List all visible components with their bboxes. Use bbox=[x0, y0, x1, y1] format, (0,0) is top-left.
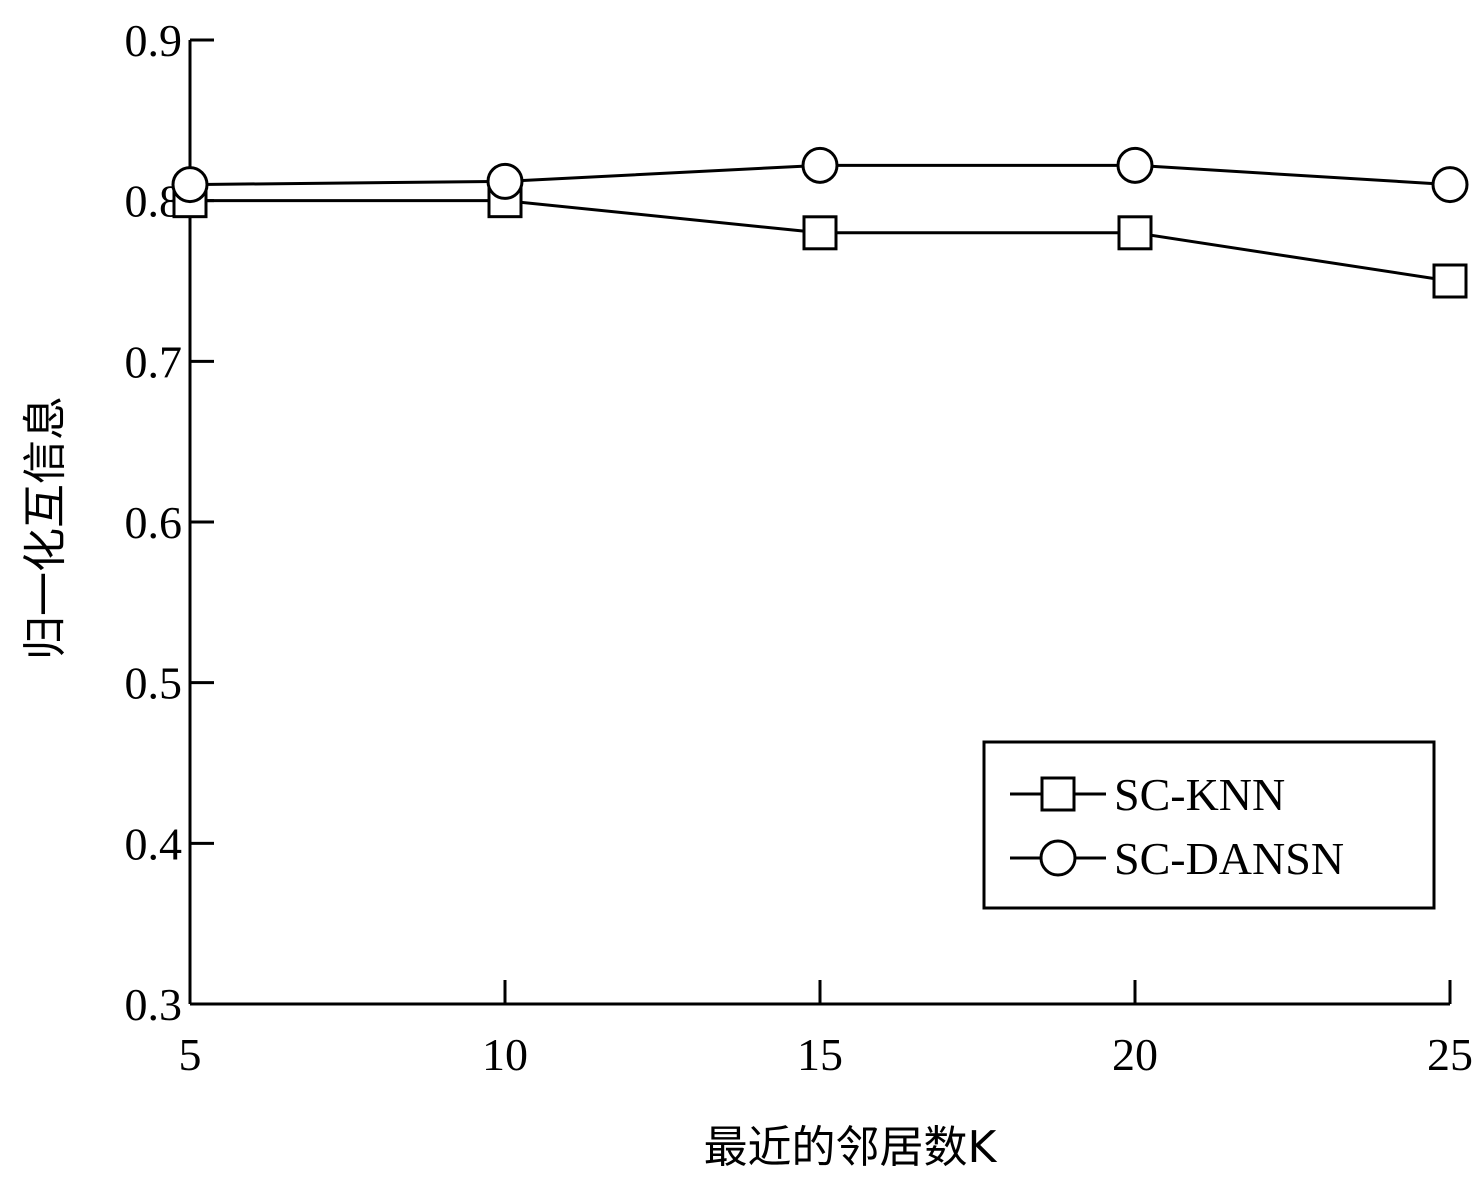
y-axis-ticks: 0.30.40.50.60.70.80.9 bbox=[125, 15, 214, 1030]
data-point bbox=[1117, 215, 1153, 251]
series-sc-knn bbox=[172, 183, 1468, 299]
legend-marker bbox=[1039, 839, 1077, 877]
y-tick-label: 0.3 bbox=[125, 979, 183, 1030]
data-point bbox=[801, 146, 839, 184]
data-point bbox=[1432, 263, 1468, 299]
data-point bbox=[1116, 146, 1154, 184]
y-tick-label: 0.6 bbox=[125, 497, 183, 548]
legend-box bbox=[982, 740, 1436, 910]
legend-label: SC-KNN bbox=[1114, 769, 1285, 820]
data-point bbox=[486, 162, 524, 200]
data-point bbox=[802, 215, 838, 251]
x-tick-label: 10 bbox=[482, 1029, 528, 1080]
y-axis-title: 归一化互信息 bbox=[20, 396, 71, 660]
legend-label: SC-DANSN bbox=[1114, 833, 1344, 884]
series-sc-dansn bbox=[171, 146, 1469, 204]
x-tick-label: 5 bbox=[179, 1029, 202, 1080]
legend-marker bbox=[1040, 776, 1076, 812]
x-axis-title: 最近的邻居数K bbox=[704, 1122, 998, 1173]
x-tick-label: 15 bbox=[797, 1029, 843, 1080]
x-tick-label: 20 bbox=[1112, 1029, 1158, 1080]
y-tick-label: 0.4 bbox=[125, 818, 183, 869]
data-point bbox=[1431, 166, 1469, 204]
x-tick-label: 25 bbox=[1427, 1029, 1473, 1080]
y-tick-label: 0.7 bbox=[125, 336, 183, 387]
y-tick-label: 0.5 bbox=[125, 658, 183, 709]
series-layer bbox=[171, 146, 1469, 299]
data-point bbox=[171, 166, 209, 204]
legend: SC-KNN SC-DANSN bbox=[982, 740, 1436, 910]
y-tick-label: 0.9 bbox=[125, 15, 183, 66]
x-axis-ticks: 5 10 15 20 25 bbox=[179, 980, 1473, 1080]
